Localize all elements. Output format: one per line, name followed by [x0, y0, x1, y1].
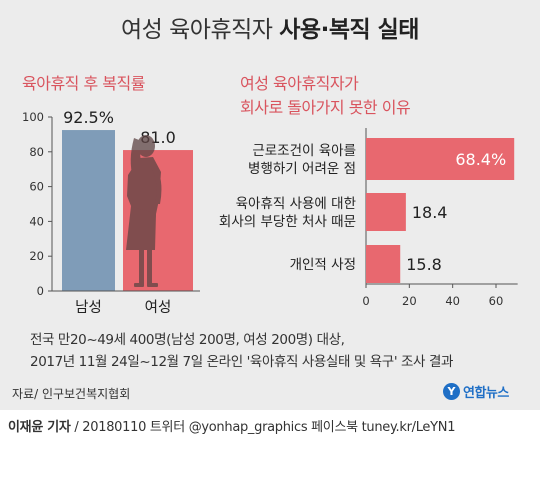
- footer-reporter: 이재윤 기자: [8, 420, 71, 435]
- footer-credit: 이재윤 기자 / 20180110 트위터 @yonhap_graphics 페…: [8, 416, 455, 435]
- right-bar-category-label: 병행하기 어려운 점: [248, 161, 356, 177]
- left-bar: [62, 130, 115, 291]
- footer-details: / 20180110 트위터 @yonhap_graphics 페이스북 tun…: [70, 420, 456, 435]
- left-y-tick-label: 60: [29, 180, 44, 194]
- left-y-tick-label: 100: [22, 110, 44, 124]
- yonhap-logo: Y 연합뉴스: [443, 380, 509, 402]
- right-bar-category-label: 육아휴직 사용에 대한: [236, 196, 356, 212]
- right-x-tick-label: 20: [402, 294, 417, 308]
- left-y-tick-label: 40: [29, 214, 44, 228]
- left-y-tick-label: 80: [29, 145, 44, 159]
- right-bar-value-label: 18.4: [412, 203, 448, 222]
- left-chart-title: 육아휴직 후 복직률: [22, 74, 145, 93]
- left-bar-value-label: 92.5%: [63, 108, 114, 127]
- source-label: 자료/ 인구보건복지협회: [12, 387, 131, 401]
- left-y-tick-label: 0: [37, 284, 44, 298]
- right-chart-title-line1: 여성 육아휴직자가: [240, 74, 359, 93]
- right-bar-category-label: 근로조건이 육아를: [252, 143, 356, 159]
- title-bold: 사용·복직 실태: [279, 17, 419, 43]
- right-bar-category-label: 개인적 사정: [290, 257, 356, 273]
- woman-silhouette-icon: [126, 135, 162, 287]
- right-bar-value-label: 68.4%: [455, 150, 506, 169]
- left-bar-category-label: 남성: [75, 299, 102, 316]
- right-bar: [366, 138, 515, 180]
- page-title: 여성 육아휴직자 사용·복직 실태: [0, 10, 540, 44]
- survey-note-line2: 2017년 11월 24일~12월 7일 온라인 '육아휴직 사용실태 및 욕구…: [30, 354, 453, 370]
- right-bar: [366, 245, 401, 283]
- title-regular: 여성 육아휴직자: [121, 17, 273, 43]
- infographic-card: 여성 육아휴직자 사용·복직 실태 육아휴직 후 복직률 여성 육아휴직자가 회…: [0, 0, 540, 410]
- right-bar-category-label: 회사의 부당한 처사 때문: [219, 214, 356, 230]
- left-y-tick-label: 20: [29, 249, 44, 263]
- right-x-tick-label: 60: [489, 294, 504, 308]
- right-x-tick-label: 40: [445, 294, 460, 308]
- yonhap-logo-icon: Y: [443, 382, 460, 400]
- right-x-tick-label: 0: [362, 294, 369, 308]
- left-bar-category-label: 여성: [145, 299, 172, 316]
- yonhap-logo-text: 연합뉴스: [463, 385, 509, 401]
- right-bar-value-label: 15.8: [406, 255, 442, 274]
- survey-note-line1: 전국 만20~49세 400명(남성 200명, 여성 200명) 대상,: [30, 332, 345, 348]
- right-bar: [366, 193, 406, 231]
- right-chart-title-line2: 회사로 돌아가지 못한 이유: [240, 98, 411, 117]
